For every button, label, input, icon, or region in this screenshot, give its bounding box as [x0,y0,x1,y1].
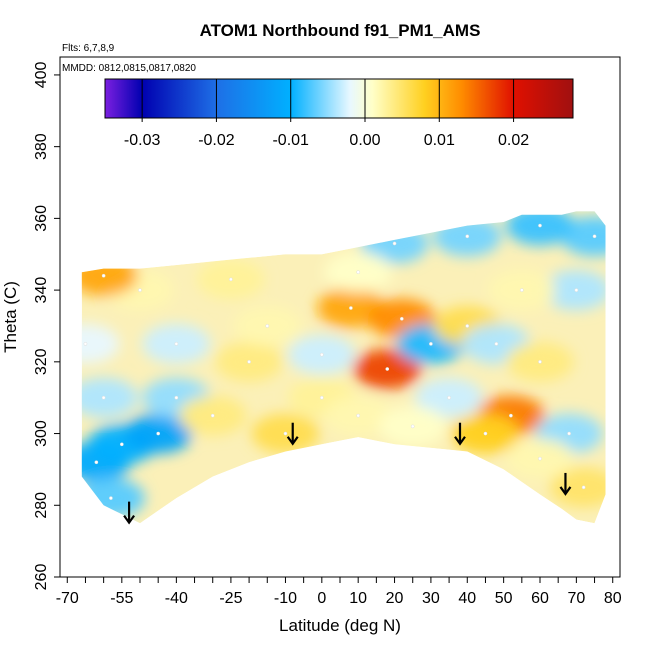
colorbar-tick-label: -0.02 [198,132,235,149]
sample-point [319,352,324,357]
sample-point [138,288,142,292]
sample-point [83,342,88,346]
x-tick-label: 80 [604,590,622,607]
x-tick-label: 50 [495,590,513,607]
sample-point [247,359,251,364]
colorbar-gradient [104,78,574,119]
sample-point [101,273,106,278]
y-tick-label: 360 [33,205,50,232]
y-tick-label: 320 [33,348,50,375]
sample-point [567,431,571,436]
colorbar-tick-label: -0.01 [272,132,309,149]
sample-point [465,324,470,328]
sample-point [429,342,433,346]
sample-point [538,359,542,364]
x-tick-label: 10 [349,590,367,607]
sample-point [210,413,215,418]
sample-point [538,456,542,461]
sample-point [101,395,106,400]
x-tick-label: -10 [274,590,297,607]
profile-arrow [559,472,572,496]
sample-point [385,367,390,371]
sample-point [410,424,415,429]
sample-point [283,431,288,436]
sample-point [592,234,597,239]
x-tick-label: -40 [165,590,188,607]
y-axis: 260 280 300 320 340 360 380 400 [33,61,60,590]
y-tick-label: 300 [33,420,50,447]
profile-arrows [123,422,572,525]
sample-point [156,431,161,436]
profile-arrow [454,422,466,446]
mmdd-annotation: MMDD: 0812,0815,0817,0820 [62,63,196,74]
sample-point [399,316,404,321]
sample-point [356,413,361,418]
colorbar-tick-label: 0.00 [349,132,380,149]
colorbar-tick-label: 0.02 [498,132,529,149]
y-tick-label: 260 [33,564,50,591]
sample-point [581,485,586,490]
x-tick-label: 70 [567,590,585,607]
sample-point [483,431,488,436]
sample-point [119,442,124,447]
colorbar-tick-label: 0.01 [424,132,455,149]
y-tick-label: 340 [33,277,50,304]
sample-point [392,241,397,246]
sample-point [174,395,179,400]
sample-point [574,288,579,292]
x-tick-label: 60 [531,590,549,607]
flights-annotation: Flts: 6,7,8,9 [62,43,115,54]
sample-point [229,277,233,282]
x-tick-label: 40 [458,590,476,607]
chart-title: ATOM1 Northbound f91_PM1_AMS [200,21,481,40]
sample-point [494,342,499,346]
sample-point [356,270,361,275]
x-tick-label: 20 [386,590,404,607]
sample-point [465,234,470,239]
heatmap-field [81,211,606,524]
profile-arrow [123,501,135,525]
sample-points [83,223,597,500]
colorbar: -0.03 -0.02 -0.01 0.00 0.01 0.02 [104,78,574,149]
x-tick-label: 30 [422,590,440,607]
x-tick-label: -55 [110,590,133,607]
x-axis-label: Latitude (deg N) [279,616,401,635]
sample-point [349,306,353,310]
x-tick-label: 0 [317,590,326,607]
x-tick-label: -25 [219,590,242,607]
x-axis: -70 -55 -40 -25 -10 0 10 20 30 40 50 60 70 80 [56,577,622,607]
profile-arrow [286,422,299,446]
y-tick-label: 380 [33,133,50,160]
sample-point [94,460,99,465]
colorbar-tick-label: -0.03 [124,132,161,149]
sample-point [509,413,513,418]
sample-point [519,288,524,292]
y-tick-label: 280 [33,492,50,519]
sample-point [265,324,270,328]
sample-point [447,395,451,400]
sample-point [319,395,324,400]
sample-point [174,342,179,346]
x-tick-label: -70 [56,590,79,607]
y-axis-label: Theta (C) [1,281,20,353]
y-tick-label: 400 [33,61,50,88]
sample-point [109,496,113,500]
sample-point [538,223,542,228]
